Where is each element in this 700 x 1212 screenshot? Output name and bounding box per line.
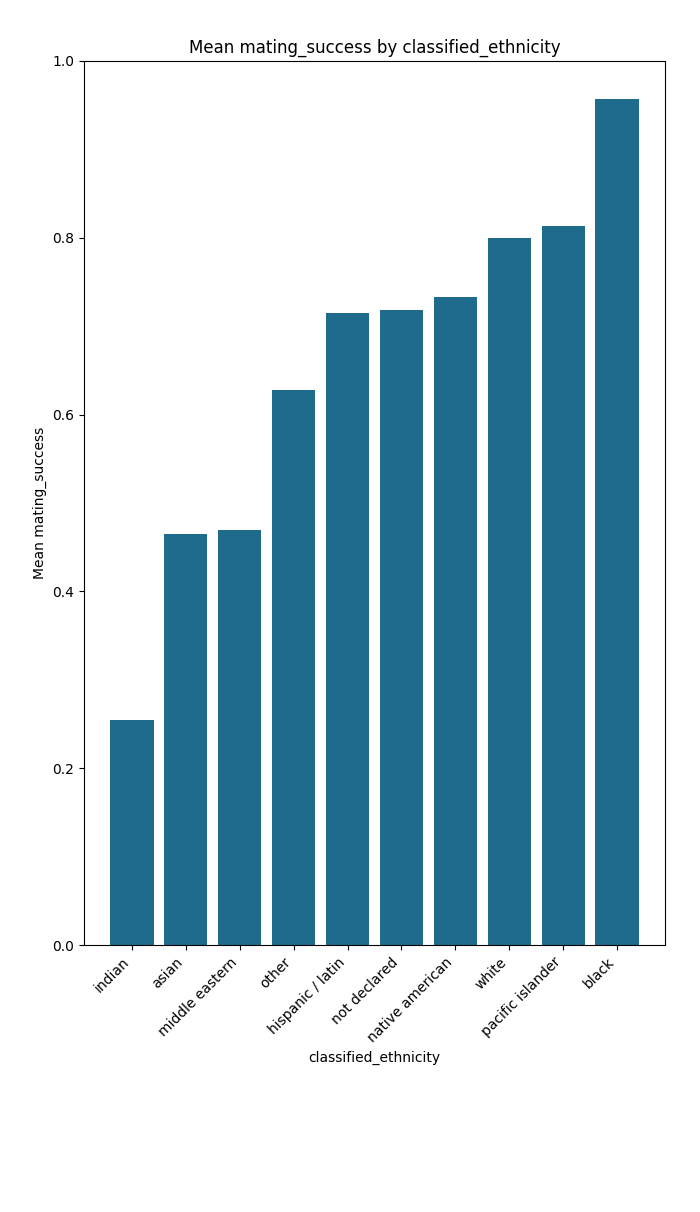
Bar [542,227,584,945]
Bar [218,530,261,945]
Bar [380,310,423,945]
Bar [488,238,531,945]
Y-axis label: Mean mating_success: Mean mating_success [33,427,47,579]
Title: Mean mating_success by classified_ethnicity: Mean mating_success by classified_ethnic… [189,39,560,57]
Bar [111,720,153,945]
Bar [164,534,207,945]
Bar [326,313,369,945]
X-axis label: classified_ethnicity: classified_ethnicity [309,1051,440,1064]
Bar [596,98,638,945]
Bar [434,297,477,945]
Bar [272,390,315,945]
